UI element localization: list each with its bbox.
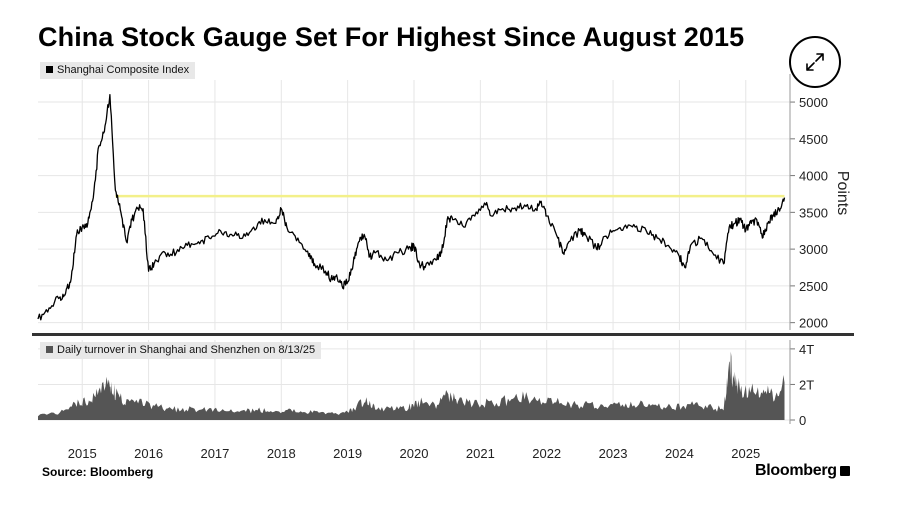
expand-button[interactable] <box>789 36 841 88</box>
x-tick-label: 2022 <box>532 446 561 461</box>
price-y-tick-label: 5000 <box>799 95 828 110</box>
price-y-tick-label: 3500 <box>799 205 828 220</box>
x-tick-label: 2025 <box>731 446 760 461</box>
x-tick-label: 2017 <box>200 446 229 461</box>
price-y-tick-label: 4500 <box>799 132 828 147</box>
shanghai-composite-line <box>37 94 786 321</box>
turnover-area <box>38 351 785 420</box>
bloomberg-logo: Bloomberg <box>755 462 850 480</box>
page-title: China Stock Gauge Set For Highest Since … <box>38 22 745 52</box>
price-y-tick-label: 2000 <box>799 316 828 331</box>
x-tick-label: 2015 <box>68 446 97 461</box>
x-tick-label: 2020 <box>400 446 429 461</box>
brand-label: Bloomberg <box>755 462 837 479</box>
x-tick-label: 2023 <box>599 446 628 461</box>
expand-arrows-icon <box>806 53 824 71</box>
panel-divider <box>32 333 854 336</box>
volume-legend-label: Daily turnover in Shanghai and Shenzhen … <box>57 344 316 356</box>
volume-legend: Daily turnover in Shanghai and Shenzhen … <box>40 342 322 359</box>
x-tick-label: 2019 <box>333 446 362 461</box>
price-legend-swatch <box>46 66 53 73</box>
price-y-tick-label: 2500 <box>799 279 828 294</box>
price-legend-label: Shanghai Composite Index <box>57 64 190 76</box>
source-note: Source: Bloomberg <box>42 465 154 479</box>
bloomberg-mark-icon <box>839 466 850 476</box>
x-tick-label: 2021 <box>466 446 495 461</box>
price-legend: Shanghai Composite Index <box>40 62 196 79</box>
volume-y-tick-label: 0 <box>799 413 806 428</box>
x-tick-label: 2016 <box>134 446 163 461</box>
x-tick-label: 2018 <box>267 446 296 461</box>
volume-y-tick-label: 2T <box>799 377 814 392</box>
volume-y-tick-label: 4T <box>799 342 814 357</box>
price-y-axis-label: Points <box>834 171 851 215</box>
price-y-tick-label: 3000 <box>799 242 828 257</box>
volume-legend-swatch <box>46 346 53 353</box>
price-y-tick-label: 4000 <box>799 169 828 184</box>
x-tick-label: 2024 <box>665 446 694 461</box>
